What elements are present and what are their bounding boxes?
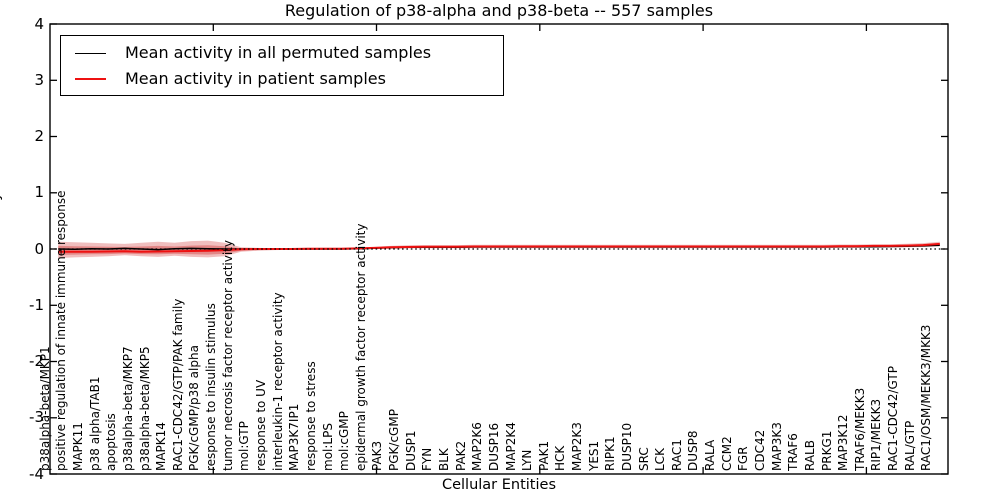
x-tick-label: response to stress bbox=[303, 361, 318, 471]
x-tick-label: DUSP16 bbox=[486, 422, 501, 471]
x-tick-label: RAC1 bbox=[669, 439, 684, 471]
legend-label-permuted: Mean activity in all permuted samples bbox=[125, 43, 432, 62]
x-tick-label: RIP1/MEKK3 bbox=[869, 398, 884, 471]
x-tick-label: PRKG1 bbox=[819, 430, 834, 471]
x-tick-label: HCK bbox=[553, 445, 568, 471]
x-tick-label: PAK3 bbox=[370, 440, 385, 471]
legend: Mean activity in all permuted samples Me… bbox=[60, 35, 504, 96]
x-axis-label: Cellular Entities bbox=[441, 477, 557, 493]
y-tick-label: -3 bbox=[29, 408, 44, 427]
y-axis-label: Inferred Activity bbox=[0, 192, 3, 308]
x-tick-label: DUSP10 bbox=[619, 422, 634, 471]
y-tick-label: -1 bbox=[29, 295, 44, 314]
x-tick-label: FYN bbox=[420, 447, 435, 471]
x-tick-label: RAC1-CDC42/GTP bbox=[886, 366, 901, 471]
legend-line-black-icon bbox=[75, 52, 106, 54]
x-tick-label: MAP3K3 bbox=[769, 422, 784, 471]
chart-title: Regulation of p38-alpha and p38-beta -- … bbox=[284, 1, 714, 20]
x-tick-label: p38alpha-beta/MKP1 bbox=[37, 346, 52, 471]
x-tick-label: RAL/GTP bbox=[902, 420, 917, 471]
x-tick-label: DUSP1 bbox=[403, 430, 418, 471]
x-tick-label: positive regulation of innate immune res… bbox=[54, 190, 69, 471]
legend-label-patient: Mean activity in patient samples bbox=[125, 69, 386, 88]
x-tick-label: RAC1/OSM/MEKK3/MKK3 bbox=[919, 324, 934, 471]
x-tick-label: LYN bbox=[520, 449, 535, 471]
x-tick-label: mol:GTP bbox=[237, 421, 252, 471]
x-tick-label: MAP2K6 bbox=[470, 422, 485, 471]
x-tick-label: MAPK11 bbox=[70, 422, 85, 471]
x-tick-label: PAK1 bbox=[536, 440, 551, 471]
x-tick-label: p38alpha-beta/MKP7 bbox=[120, 346, 135, 471]
x-tick-label: MAP2K3 bbox=[570, 422, 584, 471]
x-tick-label: MAP2K4 bbox=[503, 422, 518, 471]
x-tick-label: RAC1-CDC42/GTP/PAK family bbox=[170, 298, 185, 471]
x-tick-label: epidermal growth factor receptor activit… bbox=[353, 223, 368, 471]
legend-entry-permuted: Mean activity in all permuted samples bbox=[61, 40, 503, 66]
y-tick-label: -2 bbox=[29, 352, 44, 370]
x-tick-label: PAK2 bbox=[453, 440, 468, 471]
y-tick-label: 0 bbox=[34, 239, 44, 258]
legend-entry-patient: Mean activity in patient samples bbox=[61, 66, 503, 92]
y-tick-label: 4 bbox=[34, 14, 44, 33]
y-tick-label: 3 bbox=[34, 70, 44, 89]
y-tick-label: -4 bbox=[29, 464, 44, 483]
x-tick-label: MAP3K12 bbox=[836, 414, 851, 471]
x-tick-label: RIPK1 bbox=[603, 436, 618, 471]
x-tick-label: BLK bbox=[436, 448, 451, 471]
x-tick-label: PGK/cGMP bbox=[387, 409, 401, 471]
x-tick-label: response to insulin stimulus bbox=[204, 303, 218, 471]
x-tick-label: YES1 bbox=[586, 440, 601, 471]
x-tick-label: FGR bbox=[736, 446, 751, 471]
x-tick-label: DUSP8 bbox=[686, 430, 701, 471]
x-tick-label: RALA bbox=[703, 439, 718, 471]
x-tick-label: CCM2 bbox=[719, 436, 734, 471]
x-tick-label: TRAF6 bbox=[786, 433, 801, 471]
x-tick-label: TRAF6/MEKK3 bbox=[852, 387, 867, 471]
x-tick-label: response to UV bbox=[253, 379, 268, 471]
x-tick-label: mol:LPS bbox=[320, 423, 335, 471]
x-tick-label: MAP3K7IP1 bbox=[287, 403, 302, 471]
x-tick-label: RALB bbox=[802, 440, 817, 471]
y-tick-label: 1 bbox=[34, 183, 44, 202]
x-tick-label: apoptosis bbox=[104, 413, 119, 471]
x-tick-label: interleukin-1 receptor activity bbox=[270, 292, 285, 471]
legend-line-red-icon bbox=[75, 78, 106, 80]
x-tick-label: LCK bbox=[653, 448, 668, 471]
x-tick-label: tumor necrosis factor receptor activity bbox=[220, 240, 235, 471]
x-tick-label: CDC42 bbox=[753, 429, 767, 471]
x-tick-label: MAPK14 bbox=[154, 422, 169, 471]
x-tick-label: mol:cGMP bbox=[337, 411, 352, 471]
x-tick-label: p38 alpha/TAB1 bbox=[87, 376, 102, 471]
y-tick-label: 2 bbox=[34, 127, 44, 145]
x-tick-label: p38alpha-beta/MKP5 bbox=[137, 346, 152, 471]
x-tick-label: PGK/cGMP/p38 alpha bbox=[187, 345, 202, 471]
x-tick-label: SRC bbox=[636, 447, 651, 471]
